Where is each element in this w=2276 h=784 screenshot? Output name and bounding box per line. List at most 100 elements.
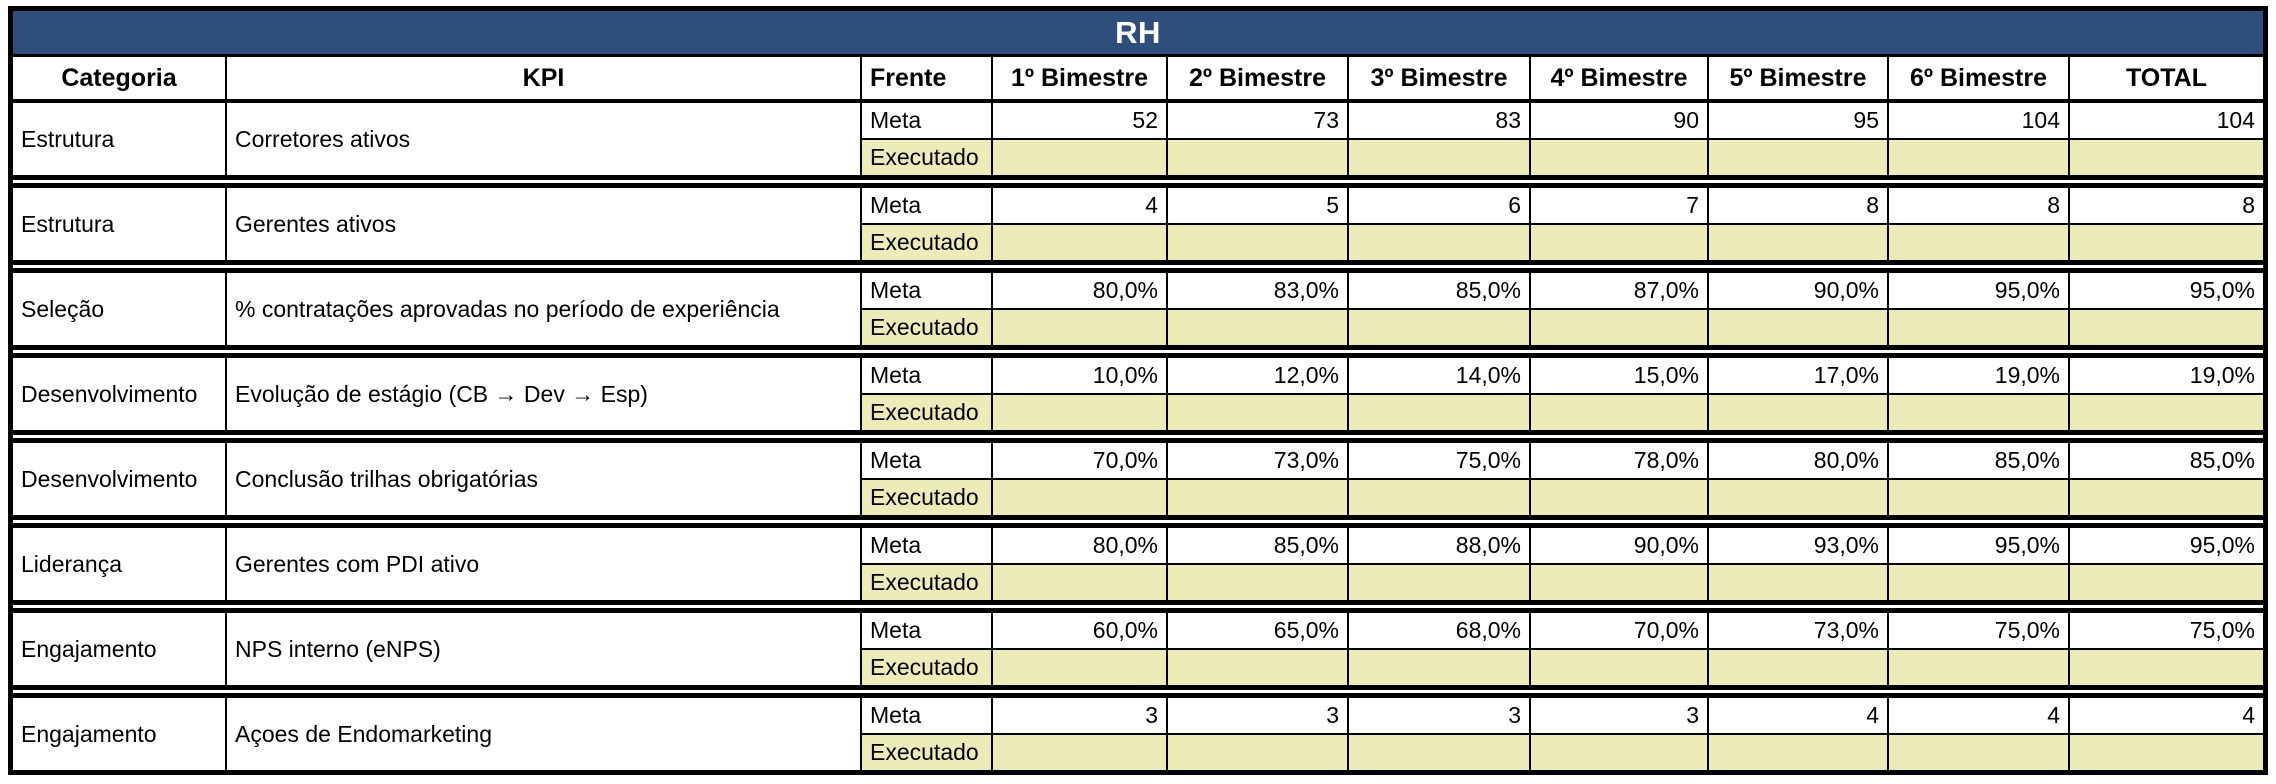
meta-value-cell[interactable]: 6 [1347,188,1529,225]
executado-value-cell[interactable] [991,140,1166,175]
executado-value-cell[interactable] [1707,735,1887,770]
meta-value-cell[interactable]: 85,0% [1166,528,1347,565]
executado-value-cell[interactable] [1529,565,1707,600]
executado-value-cell[interactable] [1707,140,1887,175]
meta-total-cell[interactable]: 19,0% [2068,358,2263,395]
meta-value-cell[interactable]: 90,0% [1529,528,1707,565]
executado-value-cell[interactable] [991,225,1166,260]
meta-value-cell[interactable]: 52 [991,103,1166,140]
executado-value-cell[interactable] [991,480,1166,515]
meta-value-cell[interactable]: 88,0% [1347,528,1529,565]
meta-value-cell[interactable]: 95 [1707,103,1887,140]
meta-value-cell[interactable]: 5 [1166,188,1347,225]
meta-total-cell[interactable]: 8 [2068,188,2263,225]
executado-value-cell[interactable] [1166,650,1347,685]
executado-value-cell[interactable] [1347,140,1529,175]
meta-value-cell[interactable]: 93,0% [1707,528,1887,565]
meta-value-cell[interactable]: 78,0% [1529,443,1707,480]
executado-value-cell[interactable] [1707,565,1887,600]
executado-value-cell[interactable] [1529,140,1707,175]
executado-value-cell[interactable] [1529,395,1707,430]
executado-total-cell[interactable] [2068,565,2263,600]
meta-total-cell[interactable]: 75,0% [2068,613,2263,650]
meta-value-cell[interactable]: 17,0% [1707,358,1887,395]
executado-value-cell[interactable] [1887,735,2068,770]
executado-value-cell[interactable] [1166,480,1347,515]
meta-value-cell[interactable]: 87,0% [1529,273,1707,310]
executado-value-cell[interactable] [1529,650,1707,685]
meta-value-cell[interactable]: 70,0% [991,443,1166,480]
meta-value-cell[interactable]: 4 [1887,698,2068,735]
executado-total-cell[interactable] [2068,310,2263,345]
executado-value-cell[interactable] [991,395,1166,430]
meta-value-cell[interactable]: 15,0% [1529,358,1707,395]
executado-value-cell[interactable] [1166,140,1347,175]
executado-total-cell[interactable] [2068,395,2263,430]
meta-value-cell[interactable]: 10,0% [991,358,1166,395]
meta-value-cell[interactable]: 19,0% [1887,358,2068,395]
meta-value-cell[interactable]: 75,0% [1887,613,2068,650]
meta-value-cell[interactable]: 12,0% [1166,358,1347,395]
executado-value-cell[interactable] [1347,225,1529,260]
executado-value-cell[interactable] [1529,480,1707,515]
executado-value-cell[interactable] [1166,395,1347,430]
meta-value-cell[interactable]: 73 [1166,103,1347,140]
meta-value-cell[interactable]: 68,0% [1347,613,1529,650]
meta-value-cell[interactable]: 83 [1347,103,1529,140]
executado-total-cell[interactable] [2068,650,2263,685]
executado-value-cell[interactable] [1887,140,2068,175]
executado-value-cell[interactable] [1887,310,2068,345]
executado-value-cell[interactable] [1166,310,1347,345]
executado-value-cell[interactable] [1707,310,1887,345]
meta-value-cell[interactable]: 95,0% [1887,528,2068,565]
executado-value-cell[interactable] [1347,480,1529,515]
meta-value-cell[interactable]: 95,0% [1887,273,2068,310]
meta-value-cell[interactable]: 14,0% [1347,358,1529,395]
executado-value-cell[interactable] [1166,225,1347,260]
executado-value-cell[interactable] [1529,735,1707,770]
meta-value-cell[interactable]: 73,0% [1166,443,1347,480]
meta-value-cell[interactable]: 65,0% [1166,613,1347,650]
meta-total-cell[interactable]: 95,0% [2068,528,2263,565]
executado-value-cell[interactable] [1887,565,2068,600]
executado-value-cell[interactable] [991,735,1166,770]
executado-value-cell[interactable] [1347,565,1529,600]
meta-value-cell[interactable]: 73,0% [1707,613,1887,650]
executado-value-cell[interactable] [1347,395,1529,430]
meta-value-cell[interactable]: 83,0% [1166,273,1347,310]
meta-value-cell[interactable]: 4 [991,188,1166,225]
executado-value-cell[interactable] [1707,395,1887,430]
meta-value-cell[interactable]: 80,0% [1707,443,1887,480]
meta-total-cell[interactable]: 95,0% [2068,273,2263,310]
meta-value-cell[interactable]: 85,0% [1347,273,1529,310]
meta-value-cell[interactable]: 4 [1707,698,1887,735]
meta-value-cell[interactable]: 8 [1707,188,1887,225]
meta-value-cell[interactable]: 80,0% [991,528,1166,565]
executado-value-cell[interactable] [991,650,1166,685]
meta-value-cell[interactable]: 104 [1887,103,2068,140]
executado-total-cell[interactable] [2068,480,2263,515]
meta-value-cell[interactable]: 90,0% [1707,273,1887,310]
executado-value-cell[interactable] [991,310,1166,345]
meta-value-cell[interactable]: 80,0% [991,273,1166,310]
executado-value-cell[interactable] [1529,310,1707,345]
executado-value-cell[interactable] [1347,650,1529,685]
executado-value-cell[interactable] [1887,225,2068,260]
meta-value-cell[interactable]: 60,0% [991,613,1166,650]
executado-value-cell[interactable] [1347,310,1529,345]
meta-value-cell[interactable]: 75,0% [1347,443,1529,480]
executado-total-cell[interactable] [2068,225,2263,260]
meta-total-cell[interactable]: 4 [2068,698,2263,735]
executado-value-cell[interactable] [1707,480,1887,515]
meta-value-cell[interactable]: 85,0% [1887,443,2068,480]
meta-total-cell[interactable]: 85,0% [2068,443,2263,480]
executado-value-cell[interactable] [1887,395,2068,430]
executado-total-cell[interactable] [2068,735,2263,770]
meta-value-cell[interactable]: 70,0% [1529,613,1707,650]
meta-value-cell[interactable]: 3 [991,698,1166,735]
executado-total-cell[interactable] [2068,140,2263,175]
executado-value-cell[interactable] [1707,225,1887,260]
executado-value-cell[interactable] [1887,650,2068,685]
executado-value-cell[interactable] [1166,735,1347,770]
meta-total-cell[interactable]: 104 [2068,103,2263,140]
